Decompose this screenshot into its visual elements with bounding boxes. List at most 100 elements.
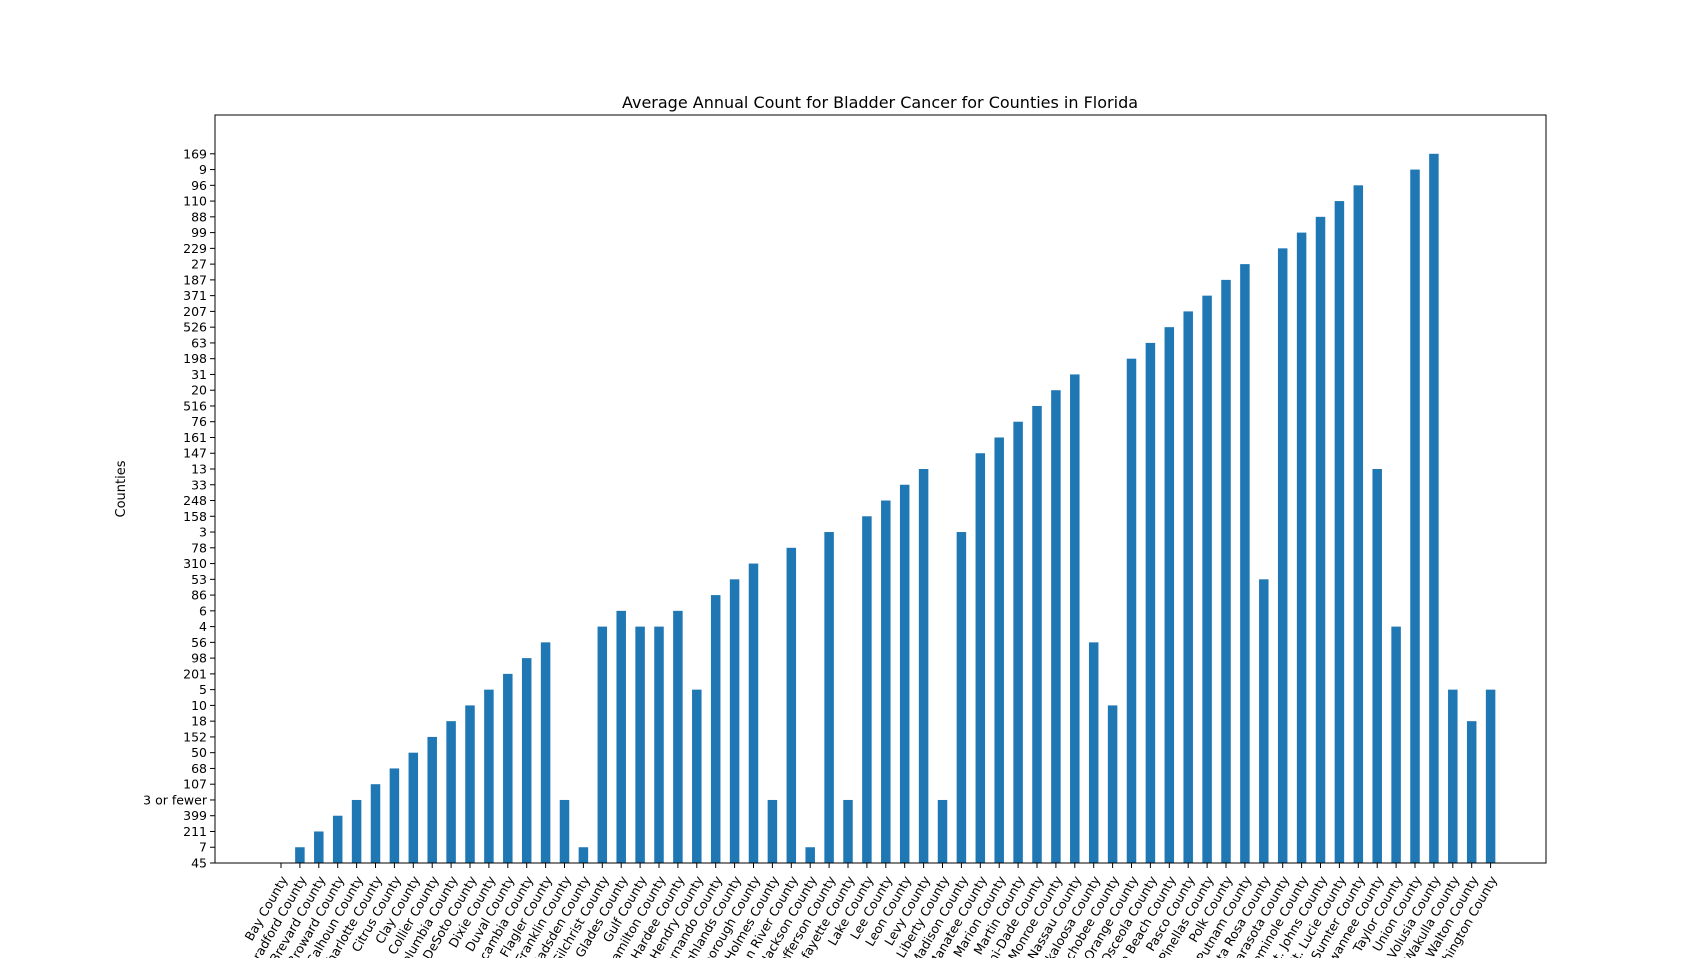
y-tick-label: 68 xyxy=(191,761,207,776)
bar xyxy=(616,610,626,863)
bar xyxy=(1429,153,1439,864)
y-tick-label: 526 xyxy=(183,320,207,335)
bar xyxy=(446,721,456,863)
y-tick-label: 3 or fewer xyxy=(143,792,208,807)
bar xyxy=(1277,248,1288,864)
y-tick-label: 110 xyxy=(183,194,207,209)
chart-title: Average Annual Count for Bladder Cancer … xyxy=(622,93,1138,112)
y-tick-label: 63 xyxy=(191,335,207,350)
bar xyxy=(351,799,362,863)
bar xyxy=(805,847,815,863)
bar xyxy=(654,626,664,863)
y-tick-label: 9 xyxy=(199,162,207,177)
y-tick-label: 31 xyxy=(191,367,207,382)
bar xyxy=(1202,295,1212,863)
bar xyxy=(748,563,759,863)
y-tick-label: 516 xyxy=(183,398,207,413)
y-tick-label: 211 xyxy=(183,824,207,839)
y-tick-label: 169 xyxy=(183,146,207,161)
y-tick-label: 45 xyxy=(191,856,207,871)
bar xyxy=(1051,390,1061,863)
bar xyxy=(1372,469,1382,863)
bar xyxy=(994,437,1004,863)
bars-group xyxy=(295,153,1496,864)
bar xyxy=(408,752,419,863)
bar xyxy=(1088,642,1099,863)
y-tick-label: 33 xyxy=(191,477,207,492)
bar xyxy=(881,500,891,863)
bar xyxy=(824,532,834,863)
y-tick-label: 18 xyxy=(191,714,207,729)
bar xyxy=(1164,327,1175,863)
bar xyxy=(540,642,551,863)
bar xyxy=(1107,705,1118,863)
y-tick-label: 3 xyxy=(199,525,207,540)
y-tick-label: 147 xyxy=(183,446,207,461)
y-tick-label: 207 xyxy=(183,304,207,319)
bar xyxy=(484,689,494,863)
bar xyxy=(1126,358,1137,863)
bar xyxy=(673,610,683,863)
bar xyxy=(314,831,324,863)
y-tick-label: 7 xyxy=(199,840,207,855)
bar xyxy=(559,799,570,863)
bar xyxy=(899,484,910,863)
y-tick-label: 56 xyxy=(191,635,207,650)
y-tick-label: 152 xyxy=(183,729,207,744)
y-tick-label: 187 xyxy=(183,272,207,287)
y-tick-label: 10 xyxy=(191,698,207,713)
y-tick-label: 229 xyxy=(183,241,207,256)
bar xyxy=(767,799,778,863)
bar xyxy=(1334,201,1345,863)
bar xyxy=(1485,689,1496,863)
bar xyxy=(956,532,967,863)
y-tick-label: 99 xyxy=(191,225,207,240)
y-tick-label: 27 xyxy=(191,257,207,272)
y-tick-label: 96 xyxy=(191,178,207,193)
y-tick-label: 13 xyxy=(191,462,207,477)
bar xyxy=(862,516,872,863)
bar xyxy=(427,736,437,863)
bar xyxy=(1296,232,1307,864)
bar xyxy=(1466,721,1477,863)
bar xyxy=(1410,169,1420,863)
bar xyxy=(1391,626,1401,863)
bar xyxy=(975,453,986,863)
bar xyxy=(1259,579,1269,863)
y-tick-label: 371 xyxy=(183,288,207,303)
y-tick-label: 5 xyxy=(199,682,207,697)
bar xyxy=(786,547,797,863)
bar xyxy=(503,673,513,863)
bar xyxy=(1315,216,1326,864)
y-tick-label: 4 xyxy=(199,619,207,634)
bar xyxy=(1145,342,1156,863)
bar xyxy=(1353,185,1364,863)
bar xyxy=(465,705,475,863)
y-tick-label: 198 xyxy=(183,351,207,366)
y-tick-label: 107 xyxy=(183,777,207,792)
y-tick-label: 201 xyxy=(183,666,207,681)
bar xyxy=(635,626,645,863)
bar xyxy=(370,784,381,863)
bar xyxy=(1070,374,1080,863)
y-tick-label: 76 xyxy=(191,414,207,429)
bar xyxy=(1448,689,1458,863)
y-tick-label: 20 xyxy=(191,383,207,398)
y-tick-label: 50 xyxy=(191,745,207,760)
y-tick-label: 6 xyxy=(199,603,207,618)
y-tick-label: 158 xyxy=(183,509,207,524)
y-axis-label: Counties xyxy=(114,460,129,517)
bar xyxy=(332,815,343,863)
y-tick-label: 399 xyxy=(183,808,207,823)
bar xyxy=(1221,279,1231,863)
bar xyxy=(1183,311,1193,863)
bar xyxy=(710,595,721,863)
plot-frame xyxy=(214,114,1547,864)
y-tick-label: 53 xyxy=(191,572,207,587)
bar xyxy=(578,847,589,863)
bar xyxy=(1032,405,1042,863)
bar xyxy=(389,768,400,863)
y-tick-label: 98 xyxy=(191,651,207,666)
